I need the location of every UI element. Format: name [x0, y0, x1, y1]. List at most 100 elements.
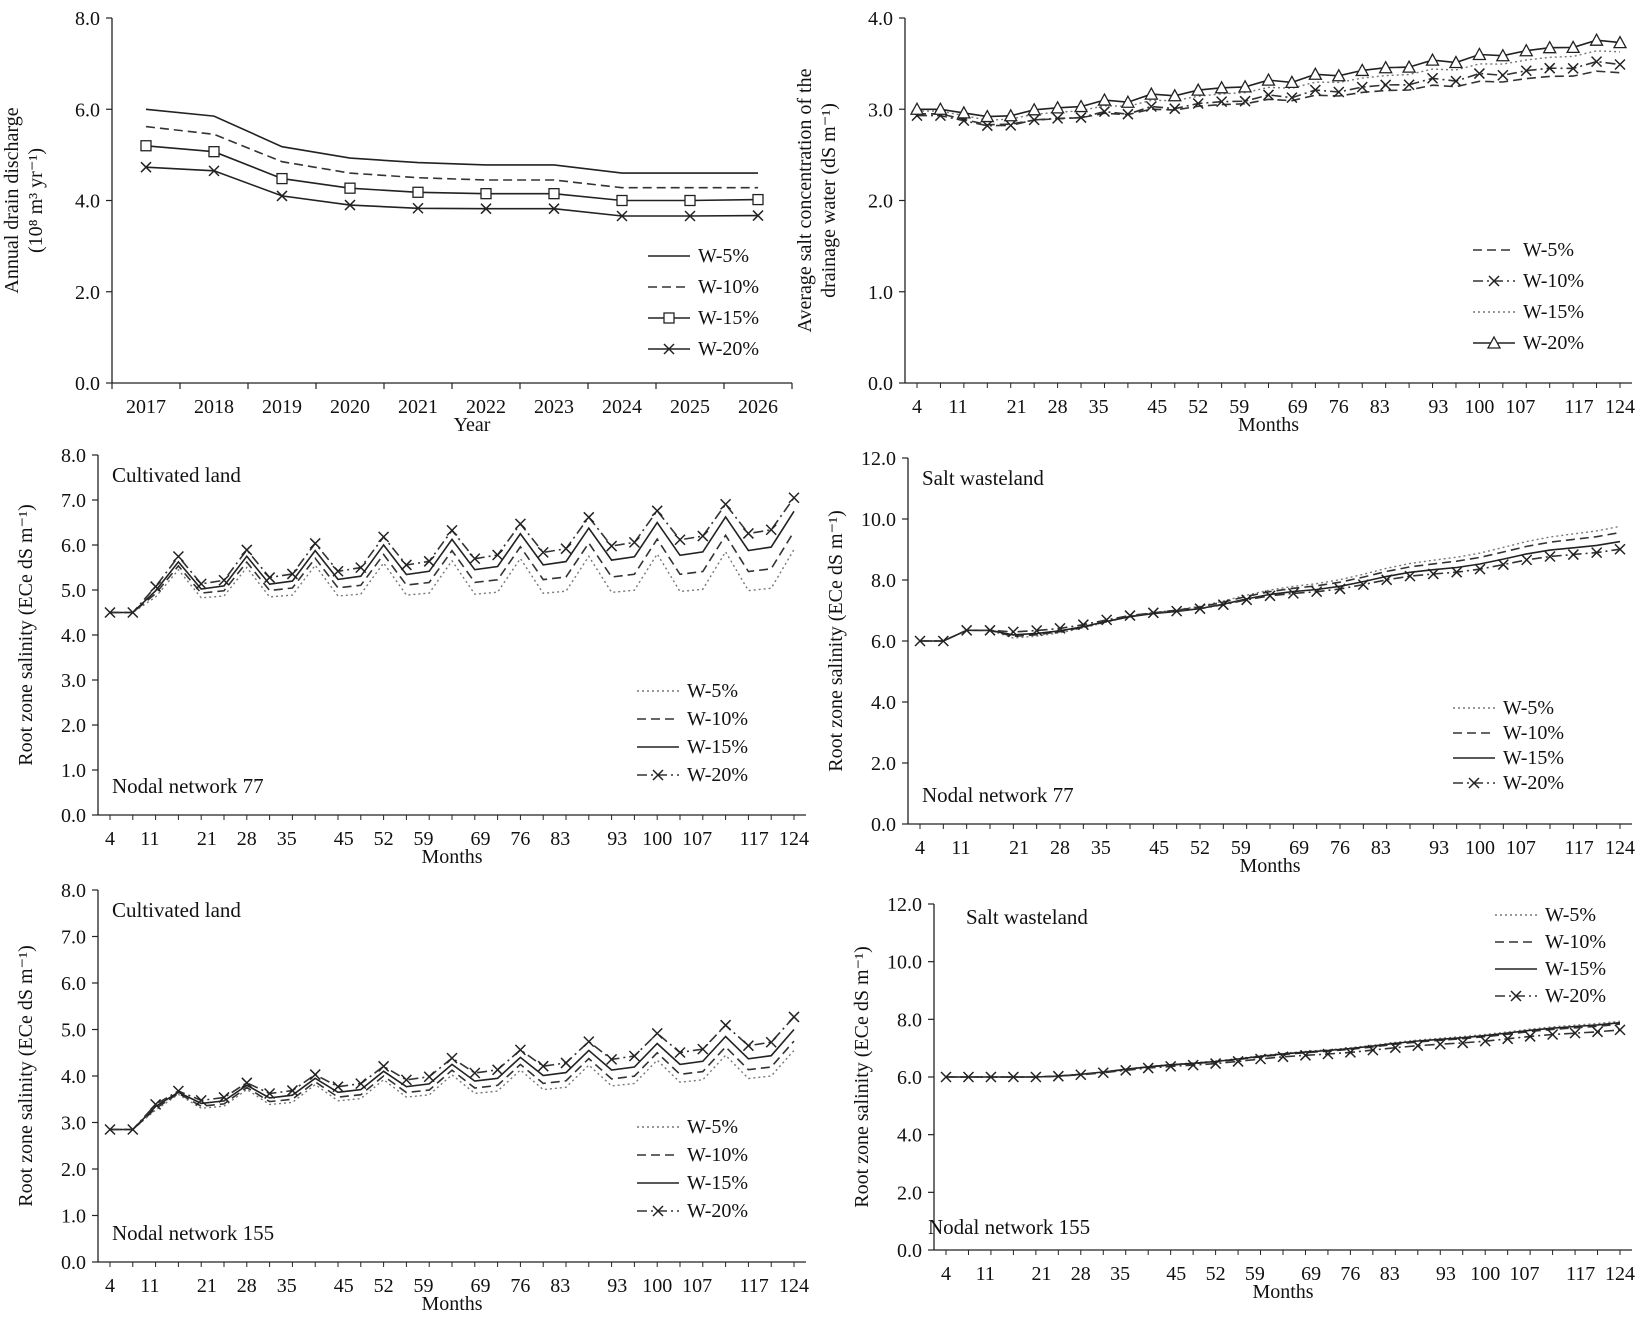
x-marker	[400, 1074, 412, 1086]
triangle-marker	[909, 101, 925, 115]
legend-label: W-5%	[687, 680, 738, 702]
x-marker	[1427, 568, 1439, 580]
x-tick-label: 107	[1506, 837, 1536, 859]
y-tick-label: 4.0	[897, 1125, 922, 1147]
y-axis-label: Root zone salinity (ECe dS m⁻¹)	[15, 945, 37, 1207]
x-marker	[684, 210, 696, 222]
x-marker	[674, 534, 686, 546]
triangle-marker	[1486, 335, 1502, 349]
x-tick-label: 107	[1505, 396, 1535, 418]
x-marker	[140, 161, 152, 173]
y-tick-label: 4.0	[871, 692, 896, 714]
y-tick-label: 1.0	[61, 760, 86, 782]
x-marker	[1457, 1037, 1469, 1049]
legend-label: W-5%	[1503, 697, 1554, 719]
x-tick-label: 2025	[670, 396, 710, 418]
triangle-marker	[1495, 48, 1510, 62]
x-marker	[218, 574, 230, 586]
square-marker	[412, 186, 424, 198]
chart-panel-p6: 0.0 2.0 4.0 6.0 8.0 10.0 12.0 Root zone salinit…	[851, 894, 1635, 1303]
x-tick-label: 76	[1330, 837, 1350, 859]
x-marker	[218, 1091, 230, 1103]
x-marker	[652, 769, 664, 781]
x-marker	[446, 1052, 458, 1064]
x-marker	[1007, 1071, 1019, 1083]
x-tick-label: 28	[1048, 396, 1068, 418]
x-marker	[1147, 607, 1159, 619]
x-tick-label: 2019	[262, 396, 302, 418]
x-marker	[378, 531, 390, 543]
x-tick-label: 76	[1329, 396, 1349, 418]
x-tick-label: 21	[197, 828, 217, 850]
triangle-marker	[1355, 63, 1370, 77]
x-marker	[1344, 1046, 1356, 1058]
series-line-W-20pct	[145, 166, 759, 217]
x-marker	[674, 1046, 686, 1059]
x-marker	[412, 202, 424, 214]
x-marker	[1591, 1026, 1604, 1038]
x-tick-label: 76	[1340, 1263, 1360, 1285]
triangle-marker	[1542, 40, 1557, 54]
y-tick-label: 8.0	[871, 570, 896, 592]
x-marker	[1322, 1048, 1334, 1060]
series-line-W-10pct	[110, 531, 795, 614]
x-marker	[1241, 594, 1253, 606]
x-marker	[1122, 108, 1134, 120]
x-marker	[1614, 543, 1626, 555]
y-axis-label: (10⁸ m³ yr⁻¹)	[25, 148, 47, 253]
x-tick-label: 69	[471, 828, 491, 850]
x-marker	[1334, 583, 1346, 595]
x-marker	[1356, 81, 1368, 93]
x-tick-label: 52	[374, 1275, 394, 1297]
legend-label: W-15%	[1545, 958, 1606, 980]
x-axis-label: Months	[421, 1293, 482, 1315]
panel-annotation: Nodal network 77	[112, 774, 264, 798]
x-marker	[1077, 619, 1089, 631]
x-marker	[1591, 547, 1603, 559]
x-marker	[1497, 559, 1509, 571]
series-line-W-15pct	[110, 510, 795, 614]
panel-annotation: Nodal network 155	[112, 1221, 274, 1245]
x-tick-label: 93	[1428, 396, 1448, 418]
triangle-marker	[980, 109, 995, 123]
x-marker	[583, 511, 595, 523]
x-tick-label: 100	[1465, 837, 1495, 859]
legend-label: W-20%	[1503, 772, 1564, 794]
triangle-marker	[1027, 102, 1042, 116]
y-tick-label: 0.0	[897, 1240, 922, 1262]
x-marker	[127, 606, 139, 619]
x-tick-label: 2020	[330, 396, 370, 418]
triangle-marker	[1261, 72, 1276, 86]
x-tick-label: 124	[779, 1275, 809, 1297]
x-tick-label: 124	[1605, 837, 1635, 859]
x-marker	[150, 581, 162, 593]
triangle-marker	[1308, 66, 1323, 80]
y-axis-label: drainage water (dS m⁻¹)	[818, 103, 840, 298]
y-tick-label: 4.0	[61, 625, 86, 647]
legend-label: W-15%	[687, 736, 748, 758]
x-marker	[1028, 114, 1040, 126]
x-marker	[651, 505, 663, 517]
legend: W-5% W-10% W-15% W-20%	[1453, 697, 1564, 794]
x-tick-label: 69	[1289, 837, 1309, 859]
x-tick-label: 69	[1301, 1263, 1321, 1285]
series-line-W-5pct	[946, 1020, 1621, 1078]
x-tick-label: 21	[197, 1275, 217, 1297]
x-marker	[1052, 1070, 1064, 1082]
y-tick-label: 5.0	[61, 1020, 86, 1042]
x-tick-label: 28	[237, 828, 257, 850]
triangle-marker	[1237, 79, 1253, 93]
triangle-marker	[1402, 59, 1417, 73]
triangle-marker	[1191, 82, 1206, 96]
x-marker	[720, 498, 732, 510]
x-marker	[1451, 566, 1463, 578]
x-marker	[1210, 1058, 1222, 1070]
x-marker	[104, 606, 116, 619]
x-marker	[1544, 550, 1556, 563]
x-marker	[1381, 574, 1393, 586]
y-tick-label: 0.0	[868, 373, 893, 395]
triangle-marker	[1167, 88, 1182, 102]
panel-annotation: Nodal network 77	[922, 783, 1074, 807]
panel-annotation: Nodal network 155	[928, 1215, 1090, 1239]
x-marker	[286, 1085, 298, 1097]
